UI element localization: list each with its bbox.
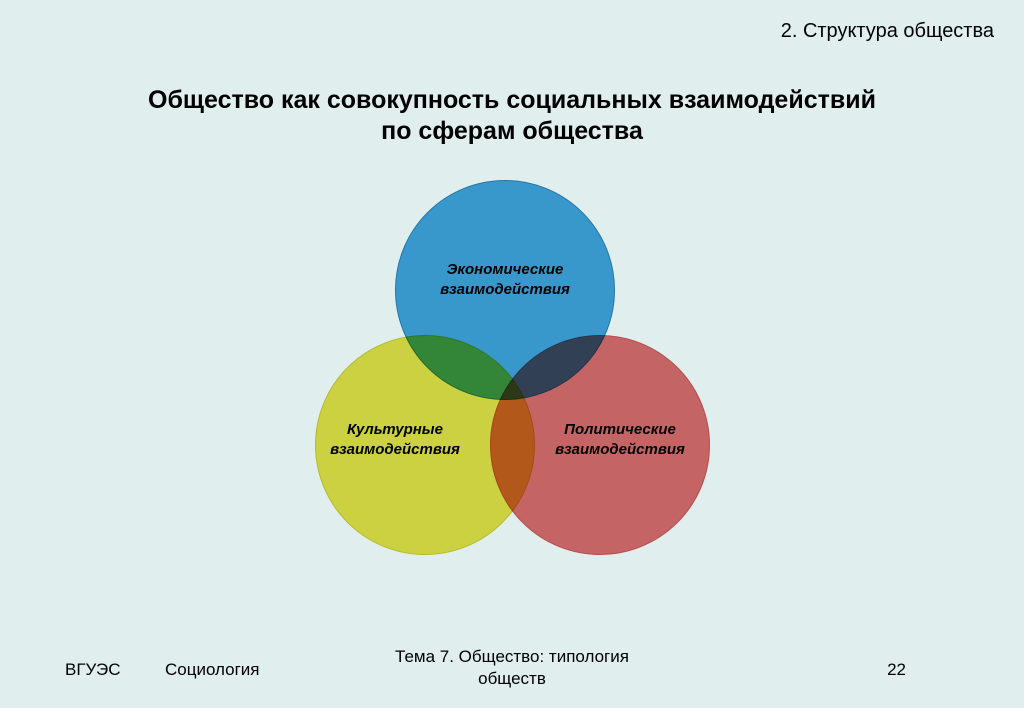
label-line: взаимодействия bbox=[330, 441, 460, 458]
label-line: Политические bbox=[564, 421, 676, 438]
venn-label-cultural: Культурные взаимодействия bbox=[285, 420, 505, 461]
label-line: Культурные bbox=[347, 421, 443, 438]
label-line: Экономические bbox=[447, 261, 564, 278]
venn-diagram: Экономические взаимодействия Культурные … bbox=[265, 175, 735, 575]
venn-label-political: Политические взаимодействия bbox=[510, 420, 730, 461]
page-title: Общество как совокупность социальных вза… bbox=[0, 85, 1024, 148]
label-line: взаимодействия bbox=[555, 441, 685, 458]
title-line-1: Общество как совокупность социальных вза… bbox=[148, 86, 876, 114]
label-line: взаимодействия bbox=[440, 281, 570, 298]
section-label: 2. Структура общества bbox=[781, 20, 994, 43]
footer-topic-line-1: Тема 7. Общество: типология bbox=[395, 647, 629, 666]
footer-topic-line-2: обществ bbox=[478, 669, 546, 688]
title-line-2: по сферам общества bbox=[381, 117, 643, 145]
footer-page-number: 22 bbox=[887, 660, 906, 680]
venn-label-economic: Экономические взаимодействия bbox=[395, 260, 615, 301]
footer-topic: Тема 7. Общество: типология обществ bbox=[0, 646, 1024, 690]
